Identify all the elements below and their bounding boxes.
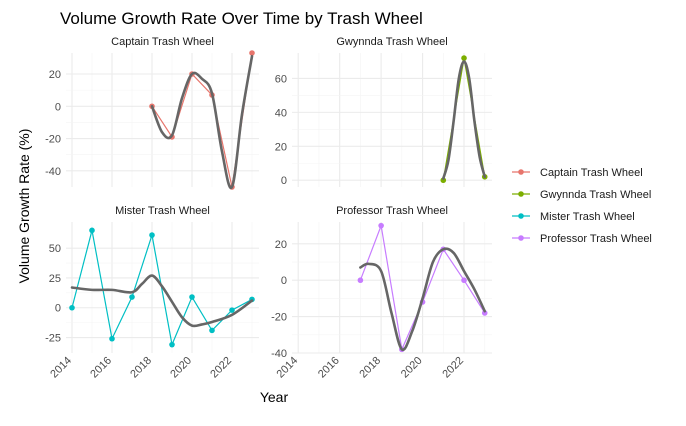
legend: Captain Trash Wheel Gwynnda Trash Wheel Mi… xyxy=(512,167,652,245)
x-tick-label: 2020 xyxy=(399,355,425,381)
x-tick-label: 2014 xyxy=(48,355,74,381)
data-point xyxy=(481,310,488,316)
y-tick-label: -40 xyxy=(45,166,61,178)
legend-label: Professor Trash Wheel xyxy=(540,233,652,245)
x-axis-label: Year xyxy=(260,389,289,405)
facet-2: Gwynnda Trash Wheel 60 40 20 0 xyxy=(275,36,492,187)
data-point xyxy=(461,55,467,61)
facet-1: Captain Trash Wheel 20 0 -20 -40 xyxy=(45,36,259,190)
data-point xyxy=(149,232,155,238)
legend-key-point xyxy=(518,191,524,197)
legend-key-point xyxy=(518,213,524,219)
legend-label: Gwynnda Trash Wheel xyxy=(540,189,651,201)
y-tick-label: -20 xyxy=(271,312,287,324)
facet-3: Mister Trash Wheel 50 25 0 -25 2014 2016 2018 20… xyxy=(45,205,259,380)
data-point xyxy=(378,222,384,229)
facet-title: Gwynnda Trash Wheel xyxy=(336,36,447,48)
y-tick-label: 20 xyxy=(49,69,61,81)
trend-line xyxy=(150,54,254,190)
y-tick-label: 20 xyxy=(275,141,287,153)
facet-title: Captain Trash Wheel xyxy=(111,36,214,48)
y-tick-label: -40 xyxy=(271,348,287,360)
y-tick-label: 0 xyxy=(55,101,61,113)
data-point xyxy=(461,277,467,284)
y-tick-label: 20 xyxy=(275,239,287,251)
trend-line xyxy=(70,274,254,328)
y-tick-label: 0 xyxy=(281,275,287,287)
x-tick-label: 2018 xyxy=(357,355,383,381)
series-line xyxy=(151,52,253,188)
legend-key-point xyxy=(518,235,524,241)
grid xyxy=(292,222,492,354)
facet-panels: Captain Trash Wheel 20 0 -20 -40 Gwynnda Tras… xyxy=(45,36,492,380)
legend-item: Gwynnda Trash Wheel xyxy=(512,189,651,201)
data-point xyxy=(209,327,215,334)
data-point xyxy=(440,177,447,184)
legend-item: Captain Trash Wheel xyxy=(512,167,643,179)
data-point xyxy=(129,294,135,300)
legend-key-point xyxy=(518,169,524,175)
trend-line xyxy=(441,60,487,180)
y-tick-label: 40 xyxy=(275,107,287,119)
data-point xyxy=(189,294,195,300)
x-tick-label: 2022 xyxy=(208,355,234,381)
data-point xyxy=(169,341,175,348)
legend-label: Captain Trash Wheel xyxy=(540,167,643,179)
data-point xyxy=(249,50,255,56)
y-tick-label: 25 xyxy=(49,273,61,285)
trend-line xyxy=(359,247,487,352)
y-tick-label: 60 xyxy=(275,73,287,85)
legend-label: Mister Trash Wheel xyxy=(540,211,635,223)
y-tick-label: 50 xyxy=(49,243,61,255)
x-tick-label: 2016 xyxy=(316,355,342,381)
data-point xyxy=(89,227,95,234)
x-tick-label: 2016 xyxy=(88,355,114,381)
chart-title: Volume Growth Rate Over Time by Trash Wh… xyxy=(60,9,423,28)
y-tick-label: -25 xyxy=(45,333,61,345)
x-tick-label: 2018 xyxy=(128,355,154,381)
y-tick-label: -20 xyxy=(45,134,61,146)
data-point xyxy=(229,307,235,313)
data-point xyxy=(69,304,75,311)
y-tick-label: 0 xyxy=(55,303,61,315)
y-axis-label: Volume Growth Rate (%) xyxy=(16,129,32,284)
grid xyxy=(66,53,259,187)
y-tick-label: 0 xyxy=(281,175,287,187)
facet-title: Professor Trash Wheel xyxy=(336,205,448,217)
data-point xyxy=(357,277,364,284)
x-tick-label: 2020 xyxy=(168,355,194,381)
facet-title: Mister Trash Wheel xyxy=(115,205,210,217)
x-tick-label: 2022 xyxy=(440,355,466,381)
grid xyxy=(66,222,259,353)
data-point xyxy=(109,335,115,342)
grid xyxy=(292,53,492,187)
legend-item: Mister Trash Wheel xyxy=(512,211,635,223)
legend-item: Professor Trash Wheel xyxy=(512,233,652,245)
